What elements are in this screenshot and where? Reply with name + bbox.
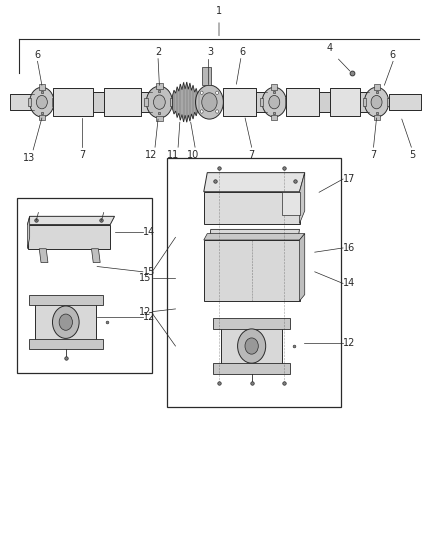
Polygon shape xyxy=(360,92,369,112)
Polygon shape xyxy=(28,216,115,224)
Text: 6: 6 xyxy=(35,50,41,60)
Bar xyxy=(29,340,103,349)
Bar xyxy=(221,324,282,368)
Circle shape xyxy=(269,95,280,109)
Polygon shape xyxy=(141,92,152,112)
Text: 2: 2 xyxy=(155,47,161,57)
Bar xyxy=(387,99,390,106)
Text: 7: 7 xyxy=(248,150,255,160)
Polygon shape xyxy=(204,173,305,192)
Bar xyxy=(271,84,277,90)
Bar xyxy=(17,198,152,373)
Polygon shape xyxy=(286,88,319,116)
Bar xyxy=(39,115,45,120)
Text: 12: 12 xyxy=(139,306,152,317)
Text: 17: 17 xyxy=(343,174,355,184)
Bar xyxy=(285,99,288,106)
Polygon shape xyxy=(204,192,300,223)
Circle shape xyxy=(146,86,173,118)
Text: 11: 11 xyxy=(167,150,180,160)
Text: 13: 13 xyxy=(23,152,35,163)
Polygon shape xyxy=(389,94,421,110)
Polygon shape xyxy=(28,216,30,249)
Circle shape xyxy=(200,110,203,113)
Bar xyxy=(167,158,341,407)
Text: 7: 7 xyxy=(79,150,85,160)
Circle shape xyxy=(36,95,47,109)
Polygon shape xyxy=(300,233,305,301)
Polygon shape xyxy=(93,92,104,112)
Text: 3: 3 xyxy=(207,47,213,57)
Bar xyxy=(213,364,290,374)
Polygon shape xyxy=(204,240,300,301)
Polygon shape xyxy=(330,88,360,116)
Bar xyxy=(374,84,380,90)
Text: 6: 6 xyxy=(389,50,395,60)
Bar xyxy=(28,99,31,106)
Text: 14: 14 xyxy=(343,278,355,288)
Text: 14: 14 xyxy=(143,227,155,237)
Circle shape xyxy=(371,95,382,109)
Circle shape xyxy=(364,87,389,117)
Text: 15: 15 xyxy=(143,267,155,277)
Bar xyxy=(201,67,211,85)
Text: 4: 4 xyxy=(327,43,333,53)
Circle shape xyxy=(215,91,219,94)
Polygon shape xyxy=(104,88,141,116)
Polygon shape xyxy=(256,92,267,112)
Bar xyxy=(156,83,162,88)
Polygon shape xyxy=(223,88,256,116)
Text: 12: 12 xyxy=(145,150,158,160)
Bar xyxy=(156,116,162,121)
Bar xyxy=(363,99,366,106)
Polygon shape xyxy=(204,233,305,240)
Bar xyxy=(374,115,380,120)
Text: 5: 5 xyxy=(410,150,416,160)
Text: 1: 1 xyxy=(216,6,222,16)
Circle shape xyxy=(245,338,258,354)
Polygon shape xyxy=(39,249,48,263)
Text: 7: 7 xyxy=(371,150,377,160)
Bar xyxy=(52,99,55,106)
Circle shape xyxy=(237,329,266,363)
Polygon shape xyxy=(10,94,34,110)
Polygon shape xyxy=(173,82,199,122)
Bar xyxy=(39,84,45,90)
Polygon shape xyxy=(319,92,330,112)
Polygon shape xyxy=(282,192,300,215)
Circle shape xyxy=(30,87,54,117)
Polygon shape xyxy=(53,88,93,116)
Text: 15: 15 xyxy=(139,273,152,283)
Bar xyxy=(213,318,290,329)
Bar xyxy=(271,115,277,120)
Bar xyxy=(260,99,263,106)
Circle shape xyxy=(53,306,79,338)
Bar xyxy=(145,98,148,106)
Circle shape xyxy=(153,95,165,109)
Circle shape xyxy=(200,91,203,94)
Text: 10: 10 xyxy=(187,150,199,160)
Polygon shape xyxy=(28,224,110,249)
Circle shape xyxy=(59,314,72,330)
Polygon shape xyxy=(92,249,100,263)
Text: 16: 16 xyxy=(343,243,355,253)
Circle shape xyxy=(202,93,217,111)
Polygon shape xyxy=(208,229,300,256)
Bar xyxy=(29,295,103,305)
Polygon shape xyxy=(300,173,305,223)
Text: 12: 12 xyxy=(343,338,355,349)
Bar xyxy=(170,98,174,106)
Circle shape xyxy=(215,110,219,113)
Text: 6: 6 xyxy=(240,47,246,57)
Circle shape xyxy=(262,87,286,117)
Bar xyxy=(35,300,96,345)
Circle shape xyxy=(195,85,223,119)
Text: 12: 12 xyxy=(143,312,155,322)
